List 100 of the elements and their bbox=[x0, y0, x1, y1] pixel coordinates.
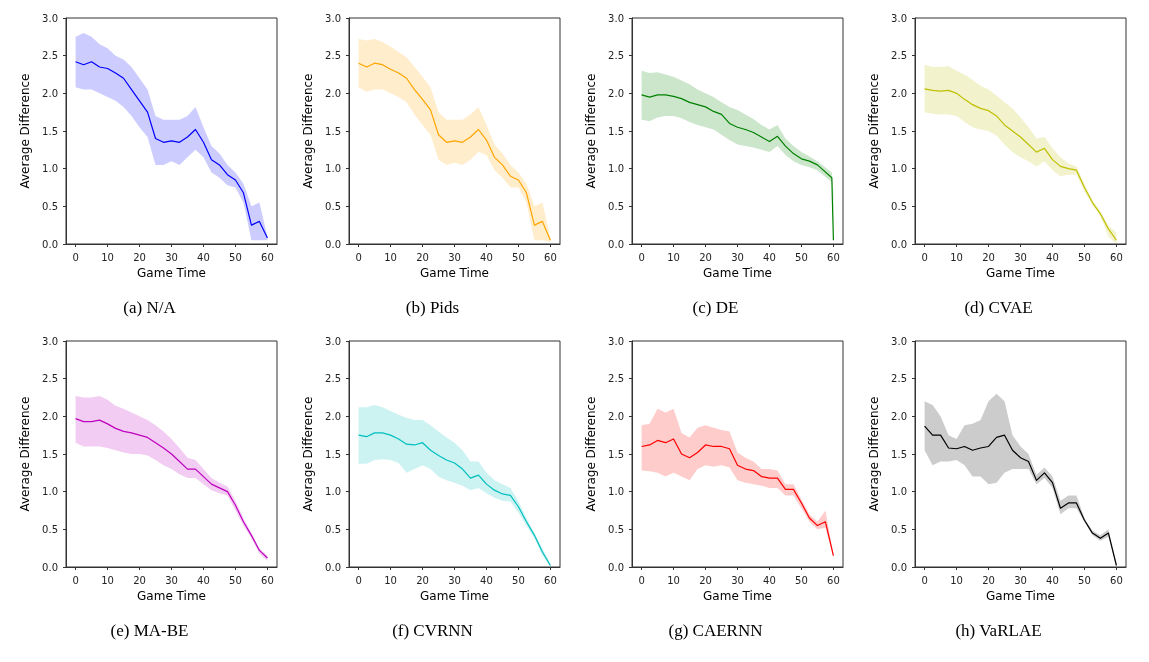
y-tick-label: 2.5 bbox=[891, 50, 907, 62]
y-tick-label: 0.0 bbox=[608, 561, 624, 573]
y-tick-label: 1.0 bbox=[325, 163, 341, 175]
x-tick-label: 20 bbox=[416, 574, 429, 586]
y-tick-label: 0.0 bbox=[608, 238, 624, 250]
x-tick-label: 0 bbox=[355, 574, 362, 586]
x-tick-label: 30 bbox=[1014, 251, 1027, 263]
x-axis-title: Game Time bbox=[420, 265, 489, 280]
line-series bbox=[74, 417, 269, 559]
y-tick-label: 0.0 bbox=[891, 238, 907, 250]
y-tick-label: 0.5 bbox=[891, 523, 907, 535]
x-tick-label: 60 bbox=[544, 574, 557, 586]
x-tick-label: 0 bbox=[638, 251, 645, 263]
y-tick-label: 2.5 bbox=[325, 50, 341, 62]
y-tick-label: 1.0 bbox=[608, 163, 624, 175]
x-axis-title: Game Time bbox=[137, 265, 206, 280]
x-tick-label: 40 bbox=[1046, 251, 1059, 263]
x-tick-label: 10 bbox=[101, 574, 114, 586]
y-tick-label: 2.0 bbox=[891, 87, 907, 99]
x-tick-label: 20 bbox=[133, 574, 146, 586]
x-axis-title: Game Time bbox=[986, 265, 1055, 280]
line-series bbox=[640, 438, 835, 557]
y-tick-label: 1.0 bbox=[891, 163, 907, 175]
y-tick-label: 0.5 bbox=[608, 523, 624, 535]
y-tick-label: 0.0 bbox=[891, 561, 907, 573]
x-tick-label: 40 bbox=[480, 251, 493, 263]
x-axis-title: Game Time bbox=[703, 588, 772, 603]
x-tick-label: 50 bbox=[512, 251, 525, 263]
y-tick-label: 1.5 bbox=[608, 448, 624, 460]
x-tick-label: 30 bbox=[448, 574, 461, 586]
x-tick-label: 20 bbox=[133, 251, 146, 263]
x-tick-label: 10 bbox=[667, 251, 680, 263]
x-tick-label: 30 bbox=[165, 574, 178, 586]
y-tick-label: 0.5 bbox=[325, 523, 341, 535]
x-tick-label: 0 bbox=[921, 574, 928, 586]
y-tick-label: 3.0 bbox=[891, 335, 907, 347]
x-tick-label: 10 bbox=[950, 574, 963, 586]
y-axis-title: Average Difference bbox=[18, 73, 33, 189]
text: (a) N/A bbox=[123, 298, 177, 317]
y-tick-label: 3.0 bbox=[608, 335, 624, 347]
y-axis-title: Average Difference bbox=[18, 396, 33, 512]
y-tick-label: 3.0 bbox=[608, 12, 624, 24]
x-tick-label: 40 bbox=[1046, 574, 1059, 586]
x-tick-label: 50 bbox=[795, 574, 808, 586]
x-tick-label: 40 bbox=[763, 251, 776, 263]
y-tick-label: 1.0 bbox=[891, 486, 907, 498]
x-tick-label: 30 bbox=[731, 251, 744, 263]
x-tick-label: 40 bbox=[480, 574, 493, 586]
y-tick-label: 2.5 bbox=[891, 373, 907, 385]
y-axis-title: Average Difference bbox=[867, 73, 882, 189]
x-tick-label: 10 bbox=[384, 574, 397, 586]
x-tick-label: 40 bbox=[197, 574, 210, 586]
y-tick-label: 1.5 bbox=[325, 125, 341, 137]
y-tick-label: 2.5 bbox=[608, 373, 624, 385]
y-tick-label: 0.5 bbox=[42, 523, 58, 535]
line-series bbox=[923, 88, 1118, 241]
y-tick-label: 1.5 bbox=[891, 448, 907, 460]
x-tick-label: 0 bbox=[638, 574, 645, 586]
x-tick-label: 10 bbox=[384, 251, 397, 263]
line-series bbox=[357, 432, 552, 567]
x-tick-label: 10 bbox=[101, 251, 114, 263]
y-tick-label: 1.5 bbox=[42, 448, 58, 460]
y-axis-title: Average Difference bbox=[584, 396, 599, 512]
y-tick-label: 2.0 bbox=[891, 410, 907, 422]
x-tick-label: 0 bbox=[72, 574, 79, 586]
text: (c) DE bbox=[692, 298, 739, 317]
x-tick-label: 0 bbox=[355, 251, 362, 263]
x-tick-label: 60 bbox=[827, 251, 840, 263]
y-tick-label: 2.5 bbox=[42, 373, 58, 385]
y-tick-label: 0.0 bbox=[325, 561, 341, 573]
x-axis-title: Game Time bbox=[986, 588, 1055, 603]
y-tick-label: 0.5 bbox=[608, 200, 624, 212]
x-tick-label: 20 bbox=[416, 251, 429, 263]
text: (d) CVAE bbox=[964, 298, 1033, 317]
x-tick-label: 60 bbox=[261, 251, 274, 263]
y-tick-label: 3.0 bbox=[891, 12, 907, 24]
line-series bbox=[74, 61, 269, 239]
y-tick-label: 2.5 bbox=[42, 50, 58, 62]
y-tick-label: 2.5 bbox=[608, 50, 624, 62]
x-tick-label: 60 bbox=[1110, 574, 1123, 586]
x-tick-label: 20 bbox=[982, 574, 995, 586]
x-tick-label: 0 bbox=[72, 251, 79, 263]
y-tick-label: 2.0 bbox=[608, 410, 624, 422]
x-axis-title: Game Time bbox=[420, 588, 489, 603]
x-tick-label: 40 bbox=[763, 574, 776, 586]
text: (e) MA-BE bbox=[110, 621, 189, 640]
y-axis-title: Average Difference bbox=[301, 73, 316, 189]
x-tick-label: 30 bbox=[448, 251, 461, 263]
text: (f) CVRNN bbox=[392, 621, 473, 640]
y-tick-label: 2.0 bbox=[42, 87, 58, 99]
y-tick-label: 2.0 bbox=[325, 87, 341, 99]
y-tick-label: 0.5 bbox=[325, 200, 341, 212]
y-axis-title: Average Difference bbox=[867, 396, 882, 512]
text: (g) CAERNN bbox=[668, 621, 763, 640]
y-tick-label: 0.5 bbox=[891, 200, 907, 212]
x-tick-label: 30 bbox=[1014, 574, 1027, 586]
x-tick-label: 60 bbox=[261, 574, 274, 586]
y-tick-label: 1.0 bbox=[608, 486, 624, 498]
y-tick-label: 1.5 bbox=[891, 125, 907, 137]
y-tick-label: 1.0 bbox=[42, 163, 58, 175]
